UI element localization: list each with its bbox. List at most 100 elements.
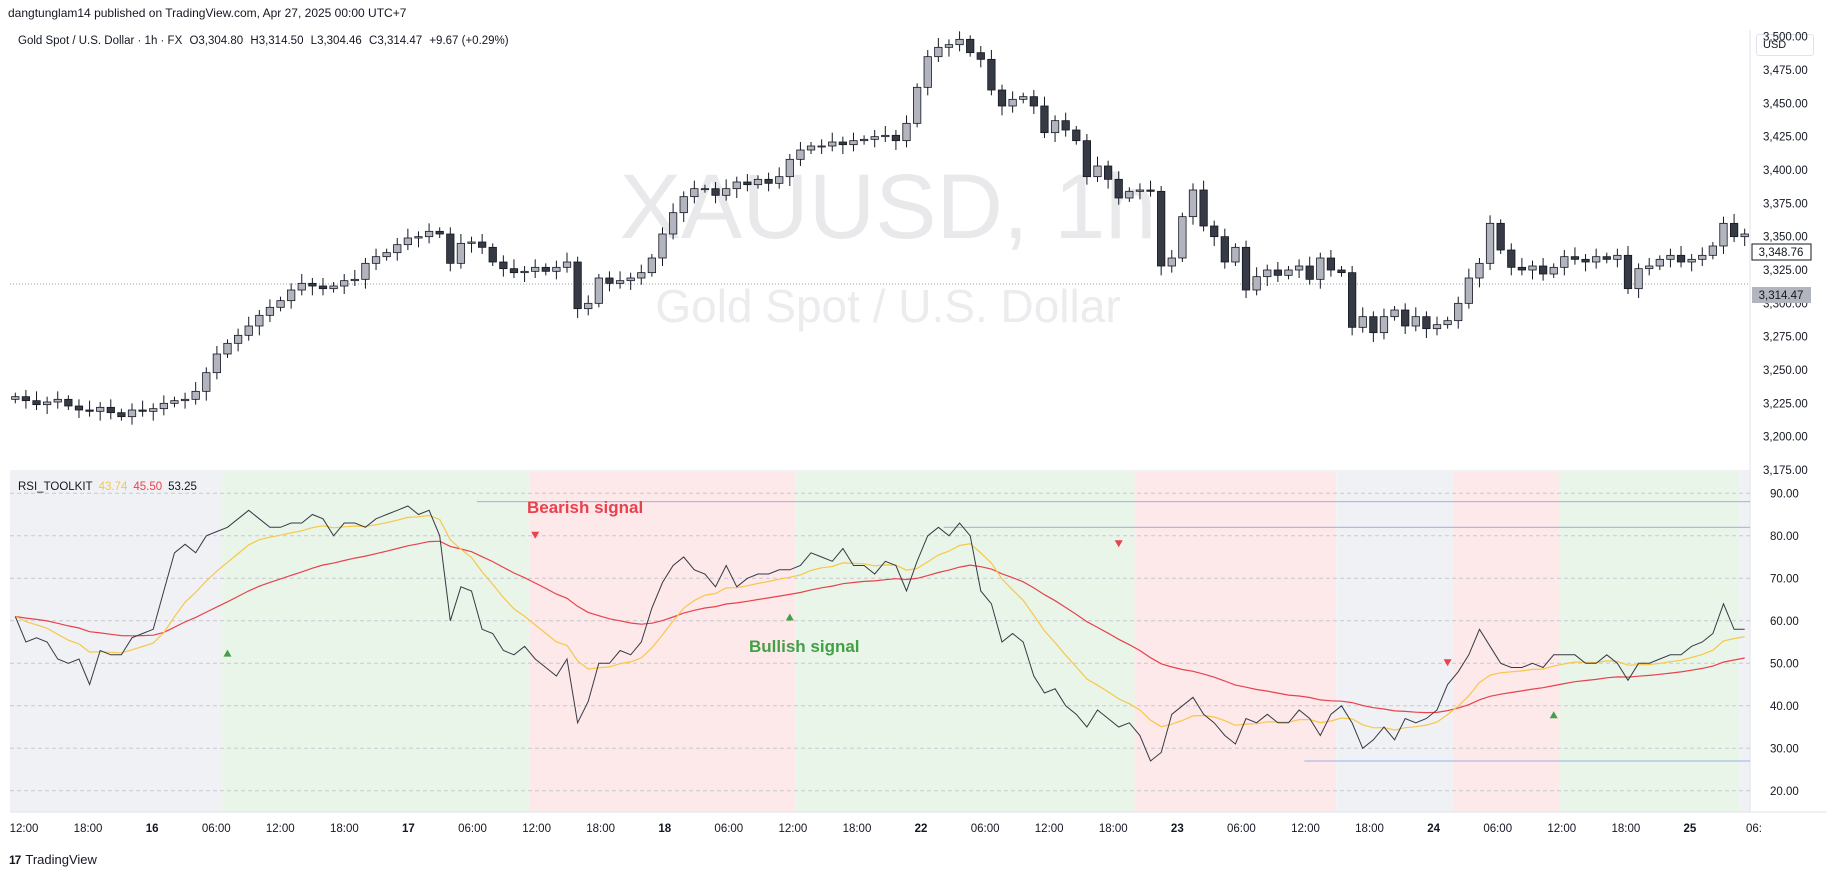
tradingview-logo-icon[interactable]: 17: [9, 852, 21, 867]
candle: [626, 272, 635, 290]
candle-body: [902, 122, 911, 142]
candle: [180, 392, 190, 409]
candle: [1708, 242, 1717, 260]
rsi-slow-line: [15, 540, 1745, 714]
candle: [520, 266, 529, 282]
candle: [43, 396, 52, 414]
candle-body: [1241, 246, 1251, 291]
time-tick-label: 18: [658, 823, 671, 835]
candle: [1263, 264, 1272, 286]
candle-body: [170, 400, 179, 404]
time-tick-label: 23: [1171, 823, 1184, 835]
symbol-legend: Gold Spot / U.S. Dollar · 1h · FX O3,304…: [18, 35, 513, 47]
rsi-tick-label: 80.00: [1770, 531, 1799, 543]
candle: [1050, 115, 1060, 142]
candle-body: [1496, 222, 1505, 251]
candle-body: [722, 188, 731, 196]
candle: [212, 346, 222, 380]
candle: [106, 399, 115, 420]
candle: [934, 38, 943, 62]
candle-body: [1050, 120, 1060, 134]
time-tick-label: 18:00: [843, 823, 872, 835]
candle-body: [424, 230, 434, 238]
candle: [923, 50, 932, 96]
time-tick-label: 12:00: [266, 823, 295, 835]
candle-body: [340, 280, 349, 287]
chart-canvas[interactable]: XAUUSD, 1h Gold Spot / U.S. Dollar 3,500…: [0, 0, 1827, 850]
brand-name[interactable]: TradingView: [25, 852, 97, 867]
candle: [1103, 160, 1113, 189]
currency-button[interactable]: USD: [1756, 34, 1814, 56]
bearish-marker: [1114, 540, 1123, 548]
candle: [85, 400, 94, 417]
rsi-name[interactable]: RSI_TOOLKIT: [18, 481, 93, 493]
candle-body: [1337, 269, 1346, 274]
candle-body: [1538, 265, 1548, 275]
candle: [1454, 296, 1463, 329]
bullish-marker: [1549, 711, 1558, 719]
candle-body: [467, 241, 476, 244]
candle-body: [1157, 190, 1166, 267]
candle-body: [1549, 266, 1558, 275]
candle: [976, 46, 985, 68]
candle: [287, 283, 296, 309]
candle: [1379, 308, 1389, 340]
candle: [966, 35, 975, 57]
time-tick-label: 17: [402, 823, 415, 835]
price-tick-label: 3,425.00: [1763, 132, 1808, 144]
price-tick-label: 3,375.00: [1763, 198, 1808, 210]
candle-body: [74, 405, 84, 411]
candle-body: [478, 241, 487, 248]
footer: 17 TradingView: [9, 852, 97, 867]
price-tick-label: 3,500.00: [1763, 32, 1808, 44]
candle-body: [1613, 254, 1622, 260]
candle-body: [679, 196, 688, 214]
change-value: +9.67 (+0.29%): [429, 35, 509, 47]
candle-body: [626, 277, 635, 282]
candle: [74, 399, 84, 418]
candle: [1560, 250, 1569, 276]
candle-body: [1401, 309, 1410, 327]
rsi-tick-label: 60.00: [1770, 616, 1799, 628]
candle: [1666, 248, 1675, 268]
candle-body: [1231, 246, 1240, 263]
candle: [191, 382, 200, 405]
candle: [1422, 311, 1431, 338]
candle-body: [1114, 178, 1123, 199]
candle-body: [1634, 268, 1643, 290]
candle-body: [1103, 165, 1113, 180]
candle-body: [265, 306, 275, 316]
candle: [1210, 220, 1219, 246]
candle: [881, 126, 890, 142]
candle: [562, 252, 572, 273]
candle-body: [32, 400, 41, 406]
candle: [1645, 258, 1654, 276]
candle-body: [1623, 254, 1633, 290]
candle: [509, 259, 519, 278]
candle-body: [223, 342, 232, 355]
bearish-signal-label: Bearish signal: [527, 498, 643, 517]
symbol-name[interactable]: Gold Spot / U.S. Dollar · 1h · FX: [18, 35, 183, 47]
time-tick-label: 12:00: [522, 823, 551, 835]
candle-body: [987, 58, 996, 91]
candle: [371, 248, 381, 270]
candle-body: [1263, 269, 1272, 278]
candle-body: [1029, 96, 1038, 107]
rsi-value-2: 45.50: [133, 481, 163, 493]
candle: [1284, 266, 1293, 280]
candle-body: [1517, 266, 1527, 271]
candle: [1369, 311, 1378, 342]
candle-body: [859, 138, 869, 142]
candle: [1125, 187, 1134, 202]
rsi-zone: [10, 472, 223, 812]
candle: [902, 115, 911, 148]
watermark: XAUUSD, 1h Gold Spot / U.S. Dollar: [620, 156, 1157, 332]
candle: [1634, 263, 1643, 298]
rsi-zone: [1452, 472, 1560, 812]
candle-body: [1040, 105, 1049, 134]
candle: [1135, 183, 1145, 200]
candles: [11, 31, 1749, 425]
candle-body: [913, 86, 922, 124]
candle: [138, 400, 147, 417]
bearish-marker: [531, 531, 540, 539]
